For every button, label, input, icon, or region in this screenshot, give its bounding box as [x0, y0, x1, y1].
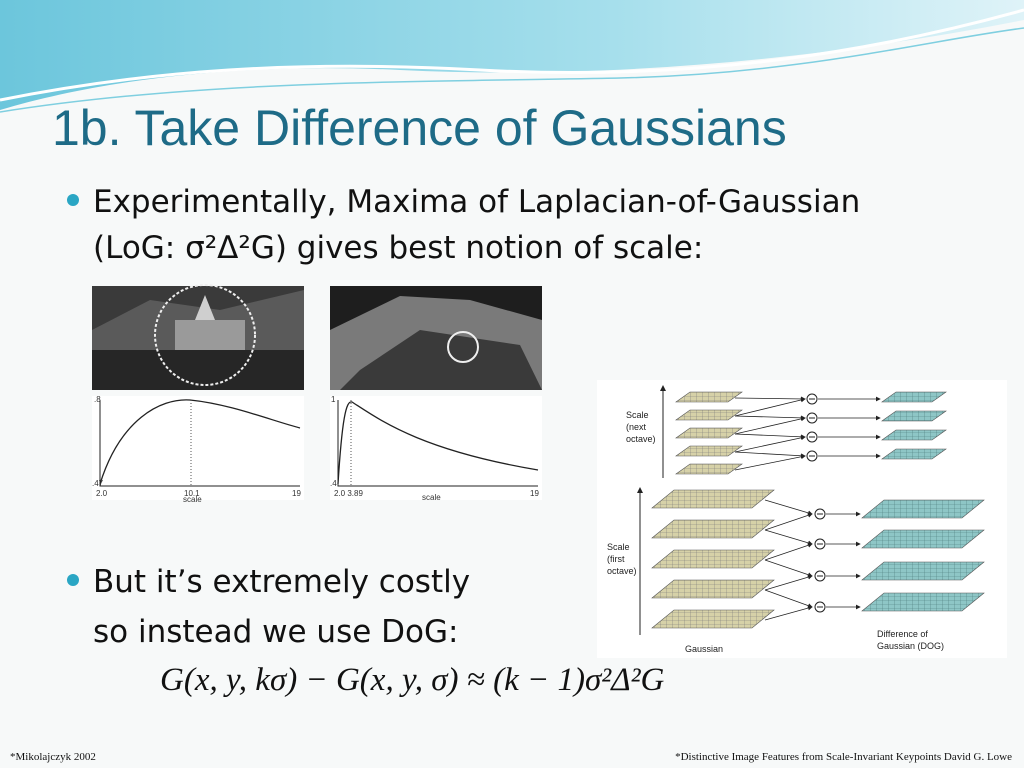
- plot-label: 19: [530, 489, 539, 498]
- arrow: [764, 605, 813, 621]
- arrow: [734, 416, 806, 435]
- arrow: [764, 529, 813, 546]
- grid-layer: [861, 529, 985, 549]
- formula: G(x, y, kσ) − G(x, y, σ) ≈ (k − 1)σ²Δ²G: [160, 662, 664, 698]
- grid-layer: [651, 579, 775, 599]
- arrow: [734, 454, 806, 471]
- arrow: [734, 396, 806, 402]
- diagram-label: (first: [607, 554, 625, 564]
- footnote: *Mikolajczyk 2002: [10, 751, 96, 763]
- plot-label: 2.0 3.89: [334, 489, 363, 498]
- grid-layer: [861, 592, 985, 612]
- wave-line: [0, 27, 1024, 113]
- arrow: [764, 543, 813, 561]
- dog-diagram: Scale (next octave) Scale (first octave)…: [597, 380, 1007, 658]
- plot-label: 19: [292, 489, 301, 498]
- plot: .8 .47 2.0 10.1 19 scale: [92, 395, 304, 504]
- plot: 1 .4 2.0 3.89 19 scale: [330, 395, 542, 502]
- grid-layer: [861, 561, 985, 581]
- diagram-label: Difference of: [877, 629, 928, 639]
- plot-label: 2.0: [96, 489, 108, 498]
- arrow: [734, 433, 806, 440]
- diagram-label: (next: [626, 422, 647, 432]
- bullet-text: so instead we use DoG:: [93, 614, 458, 650]
- plot-label: scale: [183, 495, 202, 504]
- wave-line: [0, 8, 1024, 102]
- diagram-label: Scale: [626, 410, 649, 420]
- arrow: [764, 574, 813, 591]
- bullet-text: (LoG: σ²Δ²G) gives best notion of scale:: [93, 230, 703, 266]
- arrow: [764, 559, 813, 577]
- arrow: [764, 513, 813, 531]
- arrow: [764, 499, 813, 516]
- plot-label: .8: [94, 395, 101, 404]
- grid-layer: [881, 410, 947, 422]
- grid-layer: [651, 549, 775, 569]
- grid-layer: [861, 499, 985, 519]
- arrow: [734, 435, 806, 453]
- arrow: [734, 415, 806, 421]
- plot-label: scale: [422, 493, 441, 502]
- grid-layer: [881, 429, 947, 441]
- diagram-label: Gaussian: [685, 644, 723, 654]
- bullet-dot: [67, 574, 79, 586]
- grid-layer: [881, 391, 947, 403]
- bullet-dot: [67, 194, 79, 206]
- footnote: *Distinctive Image Features from Scale-I…: [675, 751, 1012, 763]
- grid-layer: [675, 445, 743, 457]
- plot-label: 1: [331, 395, 336, 404]
- diagram-label: Gaussian (DOG): [877, 641, 944, 651]
- grid-layer: [881, 448, 947, 460]
- bullet-text: Experimentally, Maxima of Laplacian-of-G…: [93, 184, 860, 220]
- arrow: [764, 589, 813, 608]
- plot-label: .47: [92, 479, 104, 488]
- grid-layer: [651, 489, 775, 509]
- header-wave: [0, 0, 1024, 110]
- arrow: [734, 397, 806, 417]
- grid-layer: [675, 409, 743, 421]
- grid-layer: [675, 427, 743, 439]
- arrow: [734, 451, 806, 459]
- plot-label: .4: [330, 479, 337, 488]
- grid-layer: [651, 609, 775, 629]
- diagram-label: Scale: [607, 542, 630, 552]
- title: 1b. Take Difference of Gaussians: [52, 100, 787, 156]
- grid-layer: [651, 519, 775, 539]
- bullet-text: But it’s extremely costly: [93, 564, 470, 600]
- diagram-label: octave): [607, 566, 637, 576]
- photo: [92, 284, 304, 390]
- grid-layer: [675, 391, 743, 403]
- diagram-label: octave): [626, 434, 656, 444]
- photo: [330, 286, 542, 390]
- plot-label: 10.1: [184, 489, 200, 498]
- grid-layer: [675, 463, 743, 475]
